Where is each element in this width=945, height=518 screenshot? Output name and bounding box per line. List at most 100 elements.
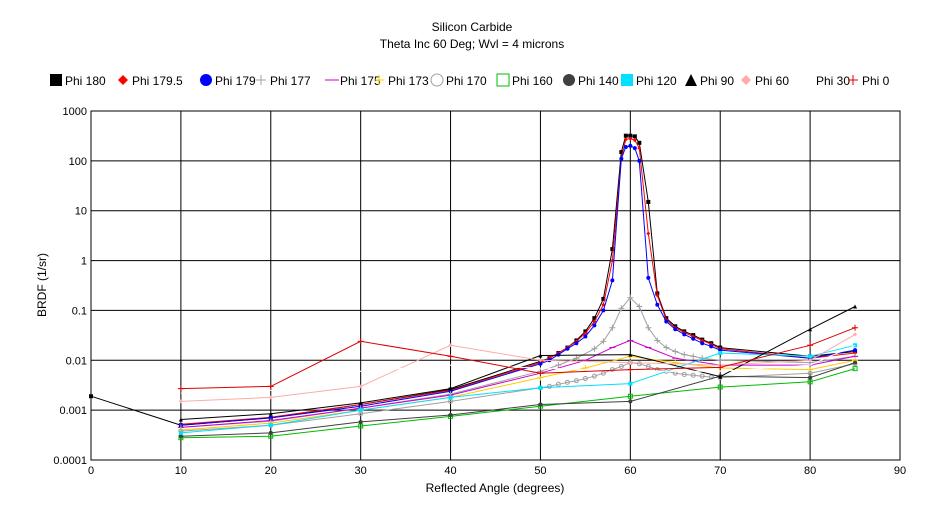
series-line: [180, 344, 856, 394]
legend-item: Phi 0: [848, 74, 890, 88]
data-point: [807, 379, 813, 385]
legend-swatch: [50, 74, 62, 86]
data-point: [628, 352, 633, 357]
data-point: [628, 133, 633, 138]
data-point: [672, 359, 679, 366]
data-point: [268, 395, 273, 400]
data-point: [555, 362, 562, 369]
data-point: [573, 378, 579, 384]
data-point: [538, 361, 543, 366]
data-point: [718, 351, 723, 356]
data-point: [448, 386, 453, 391]
data-point: [627, 393, 633, 399]
chart-subtitle: Theta Inc 60 Deg; Wvl = 4 microns: [380, 37, 564, 51]
data-point: [268, 430, 273, 435]
data-point: [268, 411, 273, 416]
data-point: [852, 366, 858, 372]
data-point: [709, 344, 714, 349]
series-line: [180, 327, 856, 390]
data-point: [546, 383, 552, 389]
y-tick-label: 10: [75, 206, 87, 218]
data-point: [700, 341, 705, 346]
legend-swatch: [685, 74, 697, 86]
data-point: [628, 136, 633, 141]
y-tick-label: 0.001: [59, 405, 87, 417]
legend-label: Phi 177: [270, 74, 311, 88]
legend-item: Phi 160: [496, 73, 553, 88]
data-point: [808, 327, 813, 332]
data-point: [681, 351, 688, 358]
data-point: [564, 379, 570, 385]
axis-ticks: 0 10 20 30 40 50 60 70 80 90 0.0001 0.001 0.01 0.1 1 10…: [53, 106, 906, 477]
data-point: [582, 376, 588, 382]
data-point: [600, 370, 606, 376]
data-point: [601, 308, 606, 313]
data-point: [691, 336, 696, 341]
data-point: [268, 423, 273, 428]
legend-label: Phi 140: [578, 74, 619, 88]
legend-item: Phi 179: [200, 74, 256, 88]
series-phi-140: [178, 360, 858, 439]
data-point: [623, 144, 628, 149]
series-line: [180, 296, 856, 428]
data-point: [637, 140, 642, 145]
legend-swatch: [563, 74, 575, 86]
data-point: [618, 305, 625, 312]
series-phi-170: [178, 360, 858, 434]
data-point: [619, 150, 624, 155]
legend-swatch: [621, 74, 633, 86]
legend-swatch: [200, 74, 212, 86]
legend-swatch: [430, 73, 444, 87]
data-point: [852, 324, 859, 331]
y-tick-label: 0.01: [66, 355, 87, 367]
data-point: [655, 302, 660, 307]
data-point: [717, 357, 724, 364]
data-point: [574, 341, 579, 346]
data-point: [637, 158, 642, 163]
legend-label: Phi 170: [446, 74, 487, 88]
y-axis-label: BRDF (1/sr): [35, 253, 49, 317]
data-point: [807, 370, 813, 376]
series-line: [180, 362, 856, 432]
data-point: [646, 275, 651, 280]
data-point: [177, 385, 184, 392]
series-line: [180, 145, 856, 426]
legend-item: Phi 180: [50, 74, 106, 88]
y-tick-label: 1: [81, 256, 87, 268]
data-point: [699, 373, 705, 379]
data-point: [673, 327, 678, 332]
data-point: [628, 143, 633, 148]
legend-label: Phi 90: [700, 74, 734, 88]
data-point: [358, 419, 363, 424]
data-point: [632, 138, 637, 143]
data-point: [853, 348, 858, 353]
data-point: [555, 381, 561, 387]
data-point: [654, 337, 661, 344]
data-point: [632, 146, 637, 151]
legend-item: Phi 177: [256, 74, 311, 88]
x-tick-label: 80: [804, 465, 816, 477]
legend-item: Phi 60: [741, 74, 789, 88]
legend-swatch: [741, 75, 751, 85]
data-point: [717, 364, 724, 371]
data-point: [655, 293, 660, 298]
legend-label: Phi 179: [215, 74, 256, 88]
x-tick-label: 50: [534, 465, 546, 477]
data-point: [636, 361, 642, 367]
data-point: [565, 346, 570, 351]
series-phi-160: [178, 366, 858, 441]
data-point: [700, 338, 705, 343]
data-point: [448, 343, 453, 348]
legend-label: Phi 179.5: [132, 74, 183, 88]
data-point: [853, 351, 858, 356]
series-phi-60: [178, 332, 858, 404]
legend-item: Phi 175: [325, 74, 381, 88]
data-point: [623, 133, 628, 138]
legend-item: Phi 173: [374, 74, 429, 88]
data-point: [89, 394, 93, 399]
data-point: [619, 156, 624, 161]
data-point: [178, 417, 183, 422]
data-point: [645, 324, 652, 331]
legend-swatch: [374, 75, 384, 85]
